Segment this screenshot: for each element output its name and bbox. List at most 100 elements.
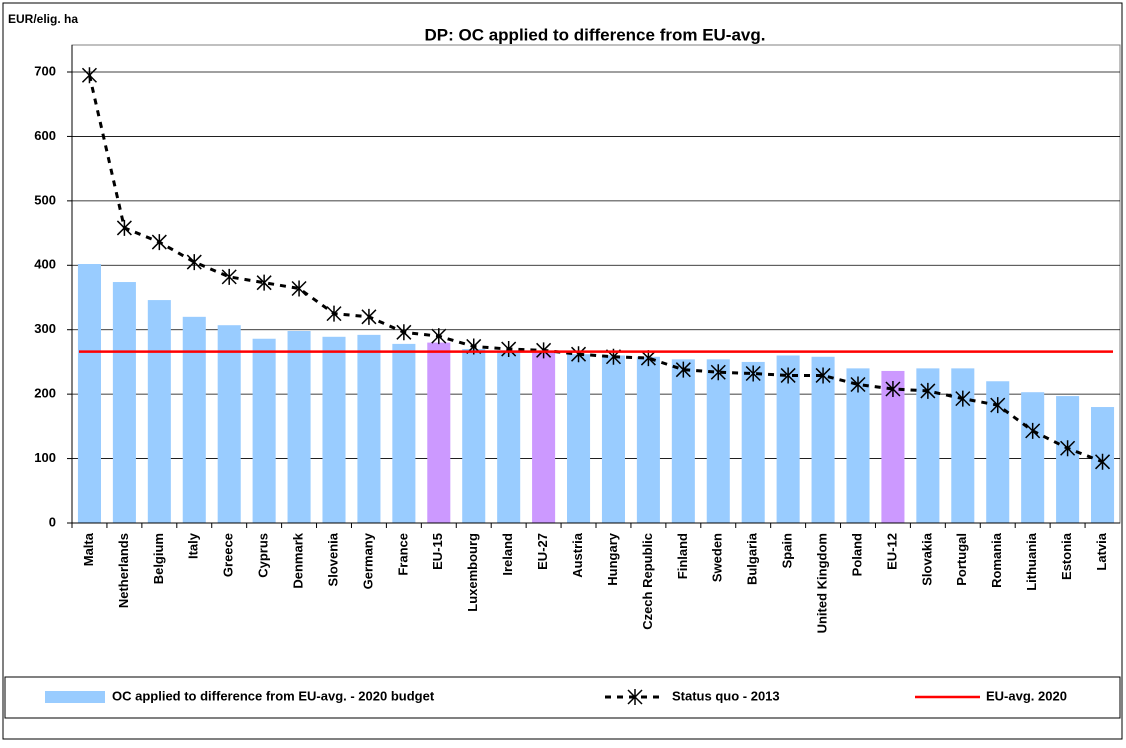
marker	[815, 367, 831, 384]
x-tick-label: Portugal	[954, 533, 969, 586]
bar	[462, 349, 486, 523]
marker	[326, 305, 342, 322]
legend-marker	[627, 689, 643, 705]
bar	[77, 263, 101, 523]
x-tick-label: EU-15	[430, 533, 445, 570]
bar	[532, 351, 556, 523]
bar	[986, 381, 1010, 523]
marker	[221, 268, 237, 285]
bar	[392, 343, 416, 523]
bar	[287, 331, 311, 523]
x-tick-label: Germany	[360, 532, 375, 589]
bar	[881, 370, 905, 523]
marker	[850, 376, 866, 393]
x-tick-label: Austria	[570, 532, 585, 578]
marker	[955, 390, 971, 407]
x-tick-label: Cyprus	[256, 533, 271, 578]
x-tick-label: Latvia	[1094, 532, 1109, 570]
bar	[636, 356, 660, 523]
x-tick-label: Italy	[186, 532, 201, 559]
x-tick-label: Lithuania	[1024, 532, 1039, 591]
legend-label: EU-avg. 2020	[986, 688, 1067, 703]
bar	[1021, 392, 1045, 523]
bar	[671, 359, 695, 523]
legend-label: OC applied to difference from EU-avg. - …	[112, 688, 435, 703]
y-tick-label: 100	[34, 450, 56, 465]
marker	[1025, 422, 1041, 439]
bar	[217, 325, 241, 523]
marker	[291, 280, 307, 297]
marker	[780, 367, 796, 384]
bar	[601, 355, 625, 523]
bar	[497, 350, 521, 523]
marker	[1094, 453, 1111, 470]
bar	[776, 355, 800, 523]
bar	[811, 356, 835, 523]
x-tick-label: Netherlands	[116, 533, 131, 608]
bar	[112, 282, 136, 523]
marker	[571, 346, 587, 363]
x-tick-label: Ireland	[500, 533, 515, 576]
x-tick-label: EU-12	[884, 533, 899, 570]
bar	[182, 316, 206, 523]
x-tick-label: Czech Republic	[640, 533, 655, 630]
x-tick-label: Romania	[989, 532, 1004, 588]
y-tick-label: 200	[34, 386, 56, 401]
marker	[151, 234, 167, 251]
bar	[741, 361, 765, 523]
marker	[675, 361, 691, 378]
x-tick-label: Denmark	[291, 532, 306, 588]
y-tick-label: 500	[34, 192, 56, 207]
y-tick-label: 400	[34, 257, 56, 272]
x-tick-label: Greece	[221, 533, 236, 577]
x-tick-label: Malta	[81, 532, 96, 566]
bar	[567, 354, 591, 523]
bar	[147, 300, 171, 523]
x-tick-label: EU-27	[535, 533, 550, 570]
bar	[252, 338, 276, 523]
marker	[116, 219, 132, 236]
marker	[361, 308, 377, 325]
x-tick-label: Belgium	[151, 533, 166, 584]
chart-title: DP: OC applied to difference from EU-avg…	[425, 25, 766, 44]
x-tick-label: Estonia	[1059, 532, 1074, 580]
x-tick-label: United Kingdom	[815, 533, 830, 633]
x-tick-label: Spain	[780, 533, 795, 568]
x-tick-label: Poland	[849, 533, 864, 576]
y-tick-label: 0	[49, 514, 56, 529]
marker	[256, 274, 272, 291]
marker	[431, 328, 447, 345]
marker	[186, 254, 202, 271]
plot-area	[71, 44, 1121, 524]
bar	[951, 368, 975, 523]
marker	[710, 364, 726, 381]
bar	[357, 334, 381, 523]
bar	[846, 368, 870, 523]
y-tick-label: 600	[34, 128, 56, 143]
bar	[322, 336, 346, 523]
x-tick-label: Sweden	[710, 533, 725, 582]
x-tick-label: Bulgaria	[745, 532, 760, 585]
legend-label: Status quo - 2013	[672, 688, 780, 703]
bar	[1056, 396, 1080, 523]
legend-swatch	[45, 691, 105, 703]
bar	[706, 359, 730, 523]
marker	[885, 380, 901, 397]
x-tick-label: Luxembourg	[465, 533, 480, 612]
bar	[916, 368, 940, 523]
marker	[396, 324, 412, 341]
x-tick-label: Slovenia	[325, 532, 340, 586]
bar	[427, 342, 451, 523]
y-tick-label: 700	[34, 63, 56, 78]
marker	[501, 341, 517, 358]
marker	[920, 382, 936, 399]
line	[88, 74, 1104, 464]
y-tick-label: 300	[34, 321, 56, 336]
x-tick-label: Hungary	[605, 532, 620, 586]
marker	[1060, 440, 1076, 457]
marker	[536, 342, 552, 359]
x-tick-label: Slovakia	[919, 532, 934, 586]
y-axis-label: EUR/elig. ha	[8, 12, 78, 26]
x-tick-label: France	[395, 533, 410, 576]
